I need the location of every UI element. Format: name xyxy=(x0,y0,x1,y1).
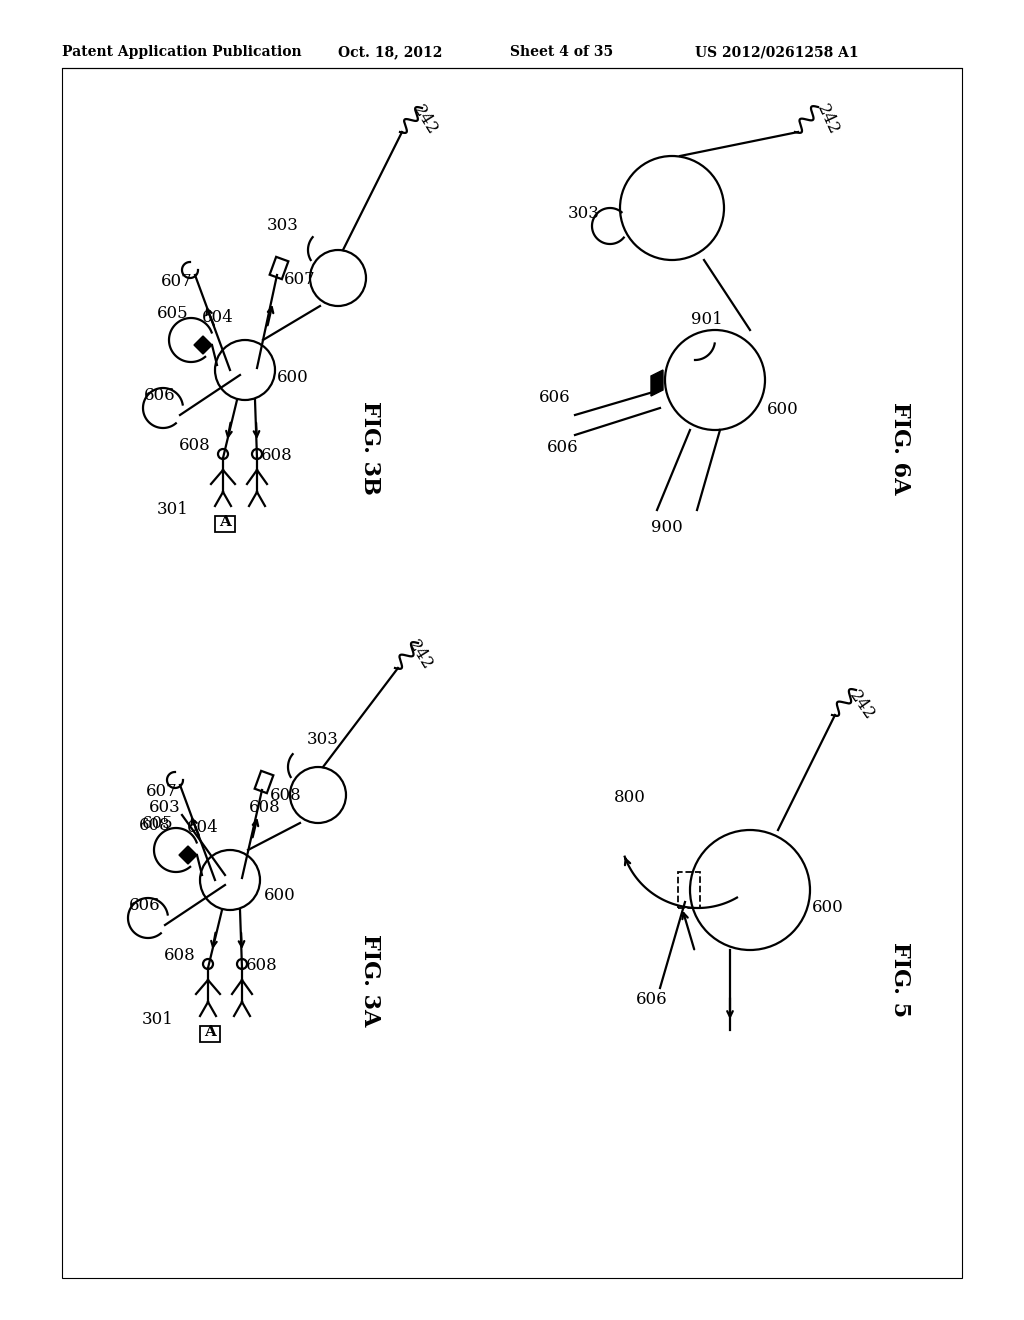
Text: 606: 606 xyxy=(144,387,176,404)
Text: 608: 608 xyxy=(249,800,281,817)
Text: 301: 301 xyxy=(142,1011,174,1028)
Bar xyxy=(62,69,962,1278)
Polygon shape xyxy=(651,370,663,396)
Bar xyxy=(215,516,234,532)
Text: 242: 242 xyxy=(410,102,440,139)
Text: 600: 600 xyxy=(278,370,309,387)
Text: 606: 606 xyxy=(636,991,668,1008)
Text: 608: 608 xyxy=(139,817,171,833)
Text: 608: 608 xyxy=(270,787,302,804)
Text: 607: 607 xyxy=(161,273,193,290)
Polygon shape xyxy=(179,846,197,865)
Polygon shape xyxy=(194,337,212,354)
Text: 303: 303 xyxy=(568,205,600,222)
Text: 604: 604 xyxy=(187,818,219,836)
Text: FIG. 5: FIG. 5 xyxy=(889,942,911,1018)
Text: 608: 608 xyxy=(164,948,196,965)
Text: Oct. 18, 2012: Oct. 18, 2012 xyxy=(338,45,442,59)
Text: 606: 606 xyxy=(129,896,161,913)
Text: 600: 600 xyxy=(767,401,799,418)
Text: 608: 608 xyxy=(261,447,293,465)
Text: 605: 605 xyxy=(158,305,188,322)
Text: 600: 600 xyxy=(812,899,844,916)
Text: 607: 607 xyxy=(284,272,315,289)
Text: 242: 242 xyxy=(813,102,843,139)
Text: FIG. 3B: FIG. 3B xyxy=(359,401,381,495)
Text: A: A xyxy=(219,515,231,529)
Text: FIG. 3A: FIG. 3A xyxy=(359,933,381,1026)
Bar xyxy=(269,257,289,279)
Text: 901: 901 xyxy=(691,312,723,329)
Text: 606: 606 xyxy=(547,440,579,457)
Bar xyxy=(200,1026,220,1041)
Text: Patent Application Publication: Patent Application Publication xyxy=(62,45,302,59)
Text: 605: 605 xyxy=(142,814,174,832)
Text: 242: 242 xyxy=(846,688,879,723)
Text: 242: 242 xyxy=(404,638,435,673)
Text: 301: 301 xyxy=(157,502,189,519)
Text: 604: 604 xyxy=(202,309,233,326)
Text: FIG. 6A: FIG. 6A xyxy=(889,401,911,494)
Text: 303: 303 xyxy=(267,218,299,235)
Text: 606: 606 xyxy=(540,389,570,407)
Text: 800: 800 xyxy=(614,789,646,807)
Text: 608: 608 xyxy=(179,437,211,454)
Text: 900: 900 xyxy=(651,520,683,536)
Text: US 2012/0261258 A1: US 2012/0261258 A1 xyxy=(695,45,859,59)
Text: 607: 607 xyxy=(146,784,178,800)
Text: Sheet 4 of 35: Sheet 4 of 35 xyxy=(510,45,613,59)
Bar xyxy=(678,873,700,908)
Text: 608: 608 xyxy=(246,957,278,974)
Bar xyxy=(255,771,273,793)
Text: 303: 303 xyxy=(307,731,339,748)
Text: A: A xyxy=(204,1026,216,1039)
Text: 600: 600 xyxy=(264,887,296,903)
Text: 603: 603 xyxy=(150,800,181,817)
